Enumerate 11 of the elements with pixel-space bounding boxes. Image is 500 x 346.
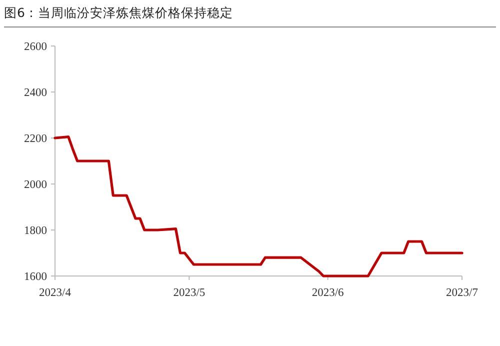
y-tick-label: 1800 xyxy=(24,225,48,237)
title: 图6：当周临汾安泽炼焦煤价格保持稳定 xyxy=(4,5,233,20)
y-tick-label: 2400 xyxy=(24,87,48,99)
y-tick-label: 2200 xyxy=(24,133,48,145)
x-tick-label: 2023/5 xyxy=(173,287,206,299)
x-tick-label: 2023/4 xyxy=(39,287,72,299)
y-tick-label: 1600 xyxy=(24,271,48,283)
y-tick-label: 2600 xyxy=(24,41,48,53)
y-tick-label: 2000 xyxy=(24,179,48,191)
x-tick-label: 2023/6 xyxy=(312,287,344,299)
x-tick-label: 2023/7 xyxy=(446,287,478,299)
